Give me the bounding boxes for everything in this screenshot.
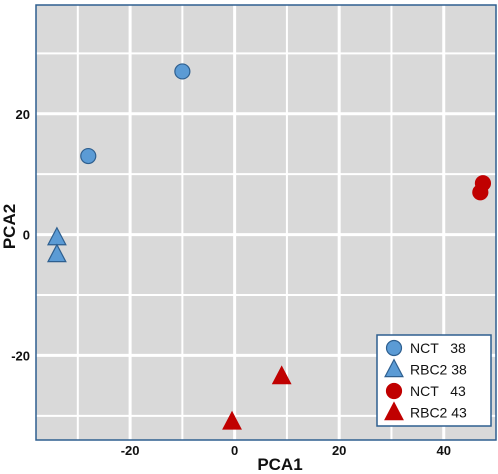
legend-marker-circle	[385, 339, 403, 357]
x-axis-label: PCA1	[257, 455, 302, 474]
plot-frame	[35, 4, 497, 441]
y-tick-label: 0	[23, 228, 30, 243]
data-point-circle	[80, 147, 97, 165]
y-tick-labels: -20 0 20	[11, 107, 30, 364]
legend-marker-triangle	[384, 358, 404, 378]
x-tick-label: -20	[121, 443, 140, 458]
data-point-triangle	[222, 410, 242, 430]
y-tick-label: -20	[11, 348, 30, 363]
legend-label: NCT 38	[410, 340, 466, 356]
legend-marker-triangle	[384, 401, 404, 421]
x-tick-label: 40	[436, 443, 450, 458]
y-axis-label: PCA2	[0, 204, 19, 249]
data-point-circle	[472, 184, 489, 201]
x-tick-labels: -20 0 20 40	[121, 443, 451, 458]
legend-label: RBC2 38	[410, 362, 467, 378]
data-point-circle	[174, 63, 191, 80]
legend: NCT 38 RBC2 38 NCT 43 RBC2 43	[376, 334, 492, 427]
legend-marker-circle	[385, 382, 403, 400]
legend-label: RBC2 43	[410, 405, 467, 421]
x-tick-label: 0	[231, 443, 238, 458]
x-tick-label: 20	[332, 443, 346, 458]
legend-label: NCT 43	[410, 383, 466, 399]
data-point-triangle	[46, 243, 67, 263]
data-point-triangle	[271, 365, 292, 385]
data-points	[46, 63, 492, 430]
y-tick-label: 20	[16, 107, 30, 122]
